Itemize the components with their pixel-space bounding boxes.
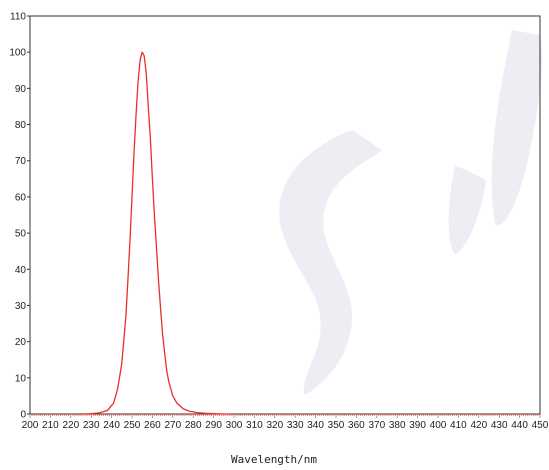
x-tick-label: 290 — [205, 420, 222, 431]
series-line-0 — [82, 51, 230, 415]
watermark-letter-l — [491, 30, 542, 226]
y-tick-label: 0 — [20, 410, 26, 421]
x-tick-label: 430 — [491, 420, 508, 431]
x-tick-label: 410 — [450, 420, 467, 431]
watermark-logo — [279, 30, 542, 395]
y-tick-label: 40 — [15, 265, 27, 276]
x-tick-label: 200 — [22, 420, 39, 431]
x-tick-label: 230 — [83, 420, 100, 431]
x-axis-title: Wavelength/nm — [231, 453, 317, 466]
y-tick-label: 60 — [15, 192, 27, 203]
x-tick-label: 390 — [409, 420, 426, 431]
x-tick-label: 340 — [307, 420, 324, 431]
x-tick-label: 320 — [266, 420, 283, 431]
y-tick-label: 10 — [15, 373, 27, 384]
x-tick-label: 220 — [62, 420, 79, 431]
x-tick-label: 300 — [226, 420, 243, 431]
y-tick-label: 50 — [15, 229, 27, 240]
x-tick-label: 260 — [144, 420, 161, 431]
x-tick-label: 440 — [511, 420, 528, 431]
y-tick-label: 70 — [15, 156, 27, 167]
x-tick-label: 310 — [246, 420, 263, 431]
x-tick-label: 240 — [103, 420, 120, 431]
x-tick-label: 330 — [287, 420, 304, 431]
y-tick-label: 80 — [15, 120, 27, 131]
y-tick-label: 90 — [15, 84, 27, 95]
x-tick-label: 350 — [328, 420, 345, 431]
watermark-letter-s — [279, 130, 382, 395]
watermark-letter-i — [448, 165, 486, 255]
y-tick-label: 100 — [9, 48, 26, 59]
x-tick-label: 250 — [124, 420, 141, 431]
series-group — [82, 51, 230, 415]
y-tick-label: 20 — [15, 337, 27, 348]
x-tick-label: 210 — [42, 420, 59, 431]
y-axis: 0 10 20 30 40 50 60 70 80 90 100 110 — [9, 12, 30, 421]
x-tick-label: 450 — [532, 420, 549, 431]
x-tick-label: 380 — [389, 420, 406, 431]
x-tick-label: 420 — [470, 420, 487, 431]
x-tick-label: 270 — [164, 420, 181, 431]
y-tick-label: 30 — [15, 301, 27, 312]
x-tick-label: 360 — [348, 420, 365, 431]
x-axis: 200 210 220 230 240 250 260 270 280 290 300 310 320 3… — [22, 414, 549, 431]
x-tick-label: 400 — [430, 420, 447, 431]
y-tick-label: 110 — [10, 12, 26, 23]
x-tick-label: 280 — [185, 420, 202, 431]
x-tick-label: 370 — [368, 420, 385, 431]
